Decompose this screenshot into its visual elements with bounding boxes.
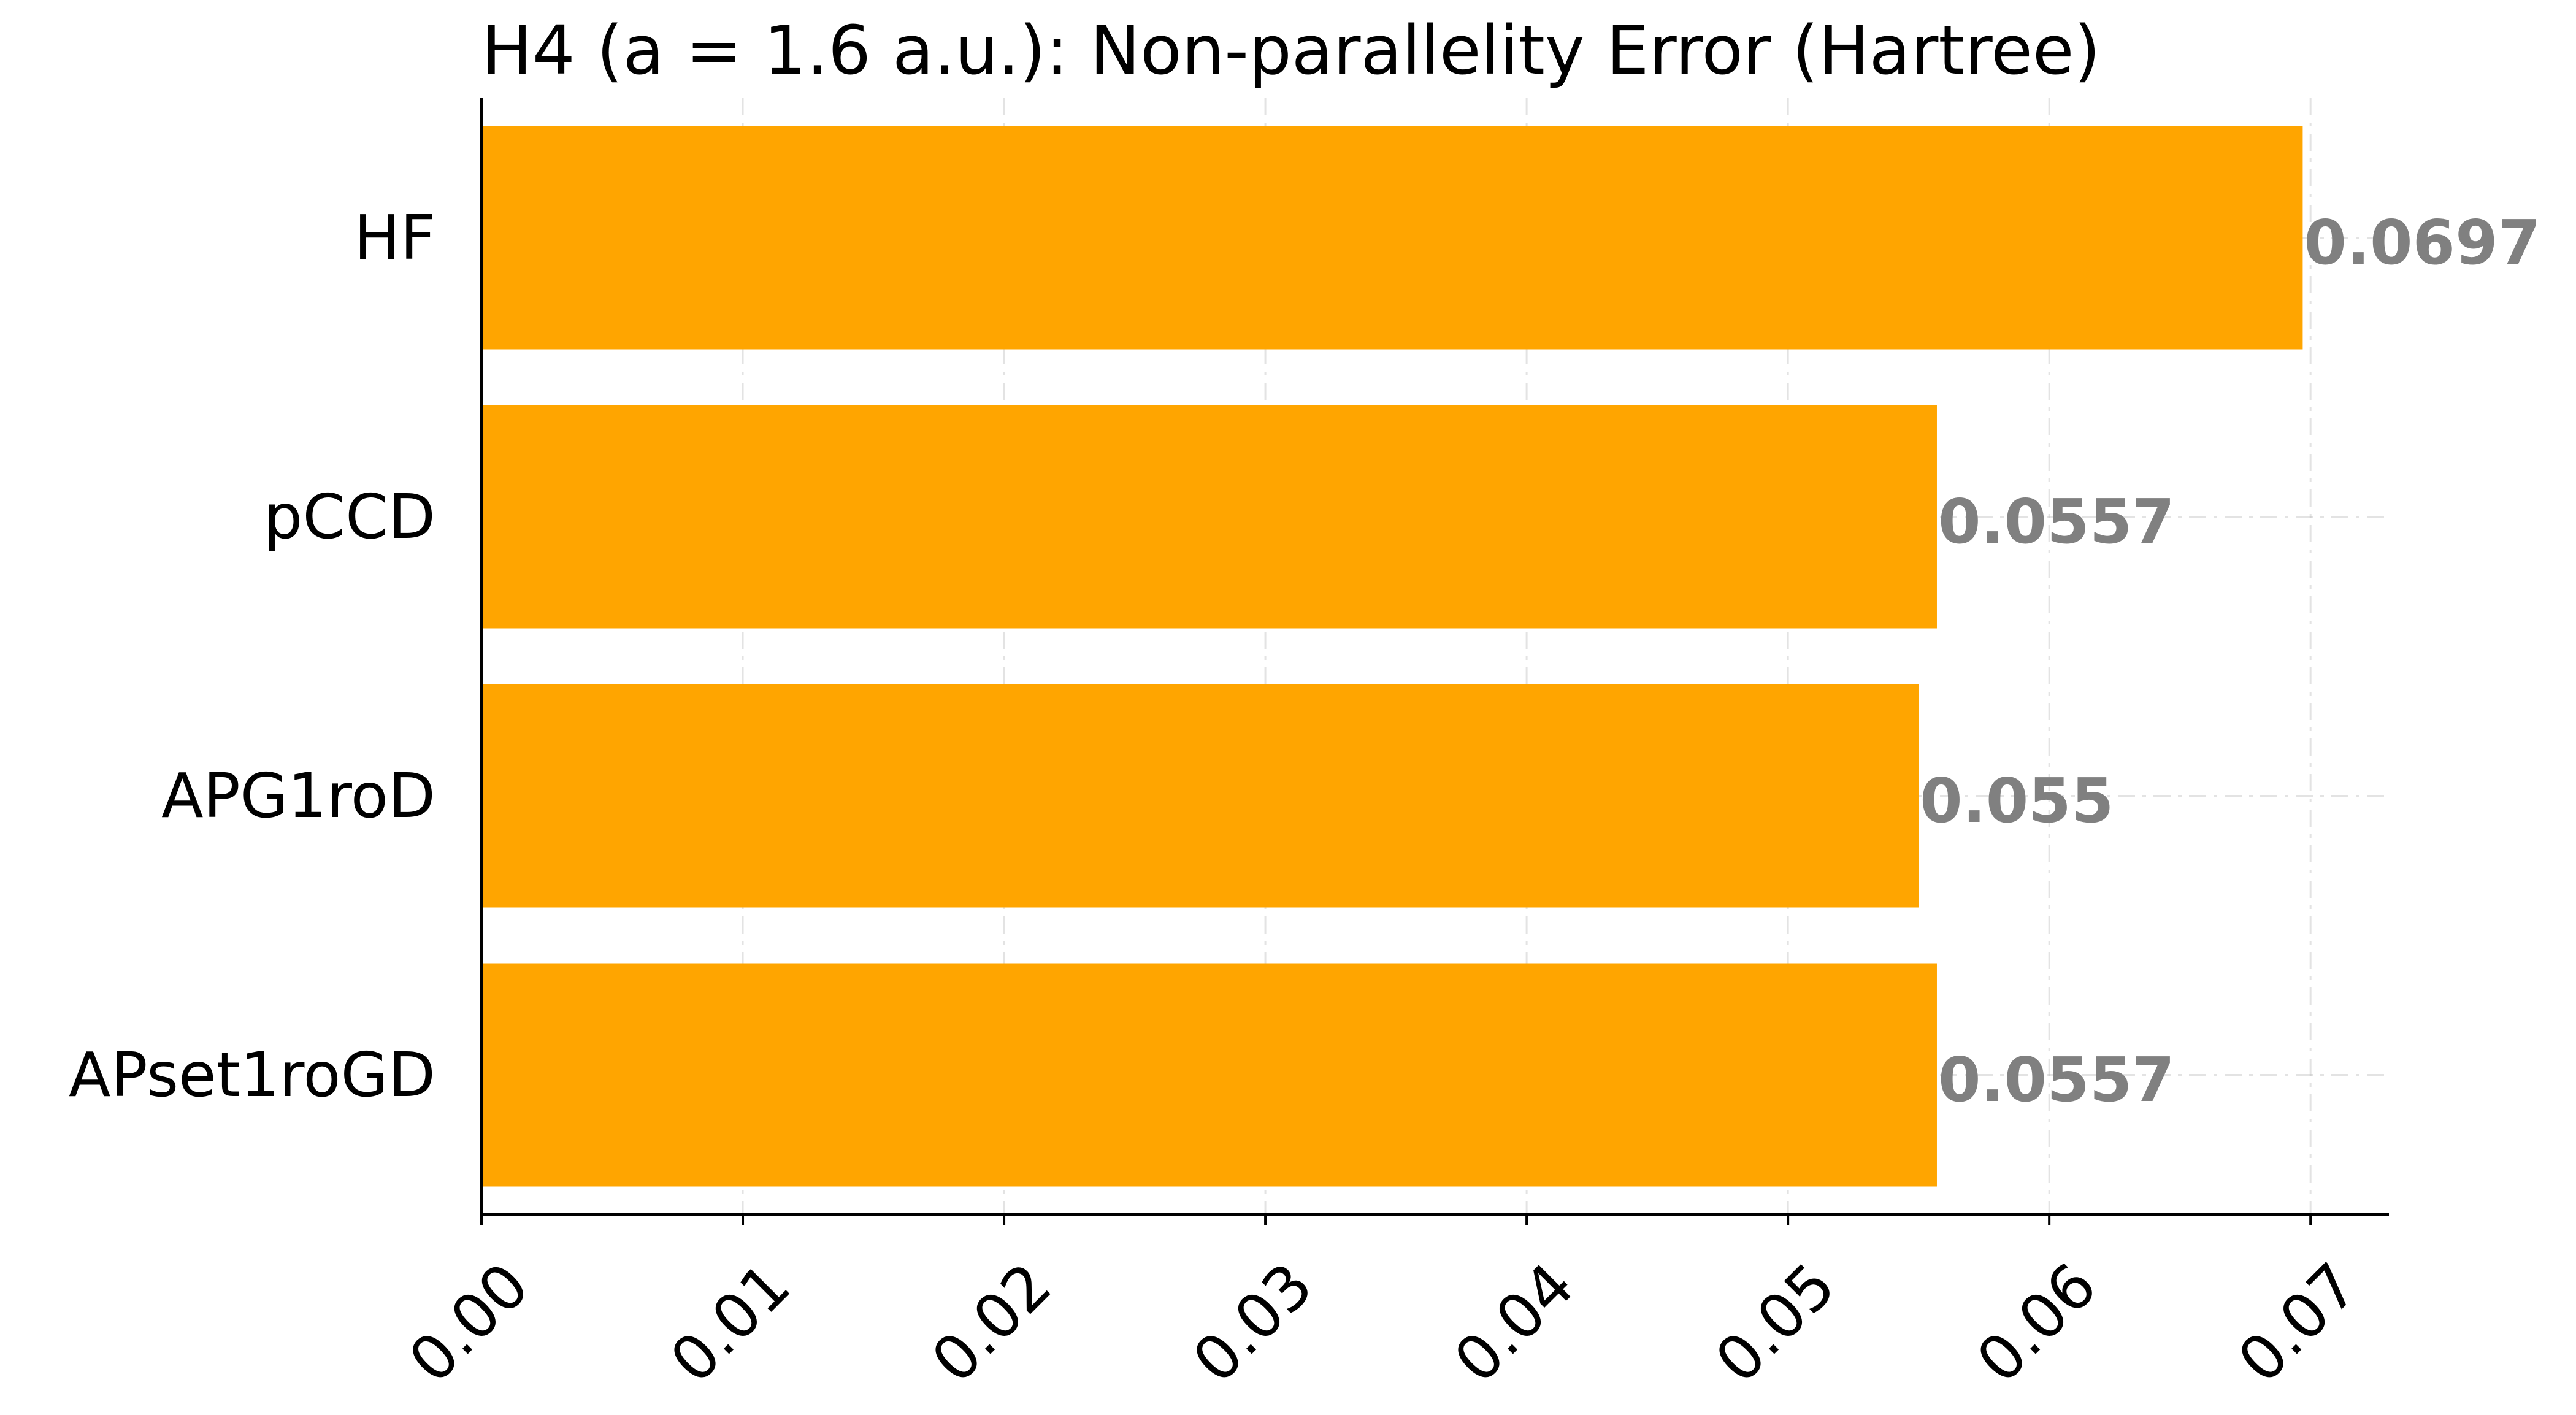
value-label: 0.0557 <box>1938 1044 2175 1116</box>
x-tick-label: 0.04 <box>1441 1249 1588 1397</box>
bar <box>481 684 1919 908</box>
bar <box>481 405 1937 629</box>
x-tick-label: 0.03 <box>1179 1249 1326 1397</box>
bar <box>481 126 2303 350</box>
x-tick-label: 0.00 <box>395 1249 542 1397</box>
category-label: APG1roD <box>161 760 435 832</box>
x-tick-label: 0.05 <box>1702 1249 1849 1397</box>
value-label: 0.055 <box>1920 765 2114 837</box>
x-tick-label: 0.01 <box>656 1249 803 1397</box>
category-label: HF <box>354 202 435 274</box>
axis-layer <box>480 98 2389 1225</box>
x-tick-label: 0.02 <box>918 1249 1065 1397</box>
bar <box>481 963 1937 1187</box>
x-tick-label: 0.06 <box>1963 1249 2110 1397</box>
x-tick-label: 0.07 <box>2225 1249 2372 1397</box>
category-label: APset1roGD <box>69 1039 435 1111</box>
value-label: 0.0697 <box>2304 207 2540 278</box>
bar-layer <box>481 126 2303 1187</box>
chart-title: H4 (a = 1.6 a.u.): Non-parallelity Error… <box>481 11 2101 90</box>
category-label: pCCD <box>264 481 435 553</box>
value-label: 0.0557 <box>1938 486 2175 558</box>
